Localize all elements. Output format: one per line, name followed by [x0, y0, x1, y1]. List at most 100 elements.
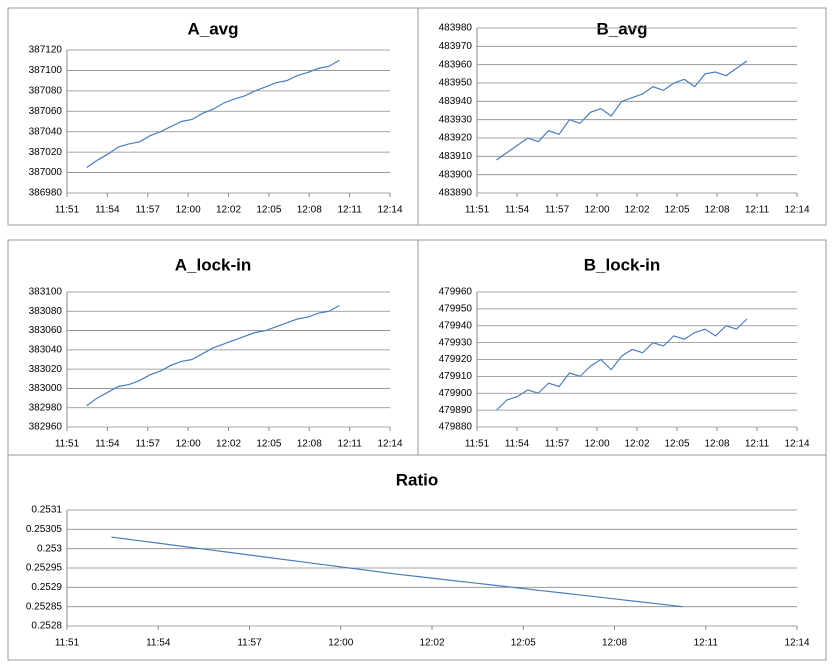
x-tick-label: 11:51: [465, 439, 490, 450]
y-tick-label: 483970: [439, 41, 473, 52]
x-tick-label: 11:57: [237, 638, 262, 649]
y-tick-label: 0.2529: [31, 582, 62, 593]
panel-border: [417, 7, 827, 226]
data-line: [111, 536, 683, 608]
y-tick-label: 383060: [29, 325, 63, 336]
x-tick-label: 12:00: [328, 638, 353, 649]
x-tick-label: 12:05: [511, 638, 536, 649]
x-tick-label: 12:05: [256, 205, 281, 216]
chart-title: A_lock-in: [175, 255, 252, 274]
y-tick-label: 0.253: [37, 543, 62, 554]
y-tick-label: 383100: [29, 287, 63, 298]
x-tick-label: 12:08: [297, 439, 322, 450]
x-tick-label: 11:54: [505, 205, 530, 216]
y-tick-label: 479920: [439, 354, 473, 365]
y-tick-label: 479950: [439, 304, 473, 315]
x-tick-label: 12:08: [704, 439, 729, 450]
y-tick-label: 383040: [29, 344, 63, 355]
y-tick-label: 483890: [439, 188, 473, 199]
y-tick-label: 383000: [29, 383, 63, 394]
x-tick-label: 12:08: [602, 638, 627, 649]
y-tick-label: 0.2528: [31, 621, 62, 632]
y-tick-label: 0.25295: [26, 563, 63, 574]
x-tick-label: 11:57: [136, 439, 161, 450]
y-tick-label: 387000: [29, 167, 63, 178]
chart-title: B_avg: [596, 19, 647, 38]
data-line: [86, 59, 340, 168]
y-tick-label: 479890: [439, 405, 473, 416]
y-tick-label: 483930: [439, 114, 473, 125]
x-tick-label: 12:02: [624, 205, 649, 216]
y-tick-label: 483940: [439, 96, 473, 107]
x-tick-label: 11:51: [55, 638, 80, 649]
x-tick-label: 12:11: [745, 439, 770, 450]
x-tick-label: 12:14: [784, 205, 809, 216]
x-tick-label: 12:05: [256, 439, 281, 450]
y-tick-label: 387080: [29, 85, 63, 96]
y-tick-label: 0.2531: [31, 505, 62, 516]
x-tick-label: 11:51: [465, 205, 490, 216]
x-tick-label: 11:57: [545, 205, 570, 216]
y-tick-label: 483920: [439, 133, 473, 144]
x-tick-label: 11:54: [146, 638, 171, 649]
x-tick-label: 12:00: [584, 205, 609, 216]
x-tick-label: 12:02: [624, 439, 649, 450]
panel-border: [7, 7, 419, 226]
y-tick-label: 387100: [29, 65, 63, 76]
data-line: [496, 60, 748, 161]
x-tick-label: 12:11: [694, 638, 719, 649]
y-tick-label: 483910: [439, 151, 473, 162]
x-tick-label: 11:54: [505, 439, 530, 450]
chart-title: A_avg: [187, 19, 238, 38]
x-tick-label: 12:00: [176, 205, 201, 216]
x-tick-label: 12:02: [216, 205, 241, 216]
x-tick-label: 11:57: [136, 205, 161, 216]
panel-border: [7, 454, 827, 661]
y-tick-label: 387040: [29, 126, 63, 137]
y-tick-label: 479960: [439, 287, 473, 298]
x-tick-label: 12:02: [419, 638, 444, 649]
chart-title: Ratio: [396, 470, 439, 489]
y-tick-label: 0.25305: [26, 524, 63, 535]
y-tick-label: 0.25285: [26, 601, 63, 612]
y-tick-label: 387120: [29, 45, 63, 56]
chart-title: B_lock-in: [584, 255, 661, 274]
y-tick-label: 483960: [439, 59, 473, 70]
x-tick-label: 12:11: [337, 205, 362, 216]
x-tick-label: 11:54: [95, 439, 120, 450]
y-tick-label: 382960: [29, 422, 63, 433]
y-tick-label: 479930: [439, 337, 473, 348]
x-tick-label: 12:14: [377, 439, 402, 450]
x-tick-label: 11:51: [55, 205, 80, 216]
x-tick-label: 12:14: [377, 205, 402, 216]
y-tick-label: 479880: [439, 422, 473, 433]
x-tick-label: 12:00: [176, 439, 201, 450]
y-tick-label: 479940: [439, 320, 473, 331]
x-tick-label: 12:08: [704, 205, 729, 216]
y-tick-label: 383020: [29, 364, 63, 375]
x-tick-label: 12:11: [337, 439, 362, 450]
y-tick-label: 387060: [29, 106, 63, 117]
x-tick-label: 12:05: [664, 205, 689, 216]
x-tick-label: 12:14: [784, 638, 809, 649]
x-tick-label: 12:02: [216, 439, 241, 450]
y-tick-label: 479900: [439, 388, 473, 399]
x-tick-label: 12:05: [664, 439, 689, 450]
y-tick-label: 386980: [29, 188, 63, 199]
x-tick-label: 11:51: [55, 439, 80, 450]
y-tick-label: 382980: [29, 402, 63, 413]
y-tick-label: 387020: [29, 147, 63, 158]
data-line: [86, 304, 340, 407]
y-tick-label: 479910: [439, 371, 473, 382]
x-tick-label: 12:08: [297, 205, 322, 216]
x-tick-label: 11:57: [545, 439, 570, 450]
data-line: [496, 318, 748, 411]
y-tick-label: 483950: [439, 78, 473, 89]
y-tick-label: 383080: [29, 306, 63, 317]
x-tick-label: 12:14: [784, 439, 809, 450]
x-tick-label: 12:11: [745, 205, 770, 216]
y-tick-label: 483900: [439, 169, 473, 180]
x-tick-label: 12:00: [584, 439, 609, 450]
